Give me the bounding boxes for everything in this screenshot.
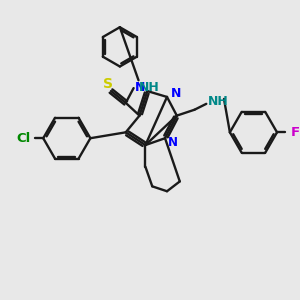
- Text: F: F: [291, 126, 300, 139]
- Text: Cl: Cl: [16, 132, 31, 145]
- Text: N: N: [171, 86, 181, 100]
- Text: NH: NH: [139, 81, 159, 94]
- Text: N: N: [135, 81, 146, 94]
- Text: NH: NH: [208, 95, 229, 108]
- Text: S: S: [103, 77, 113, 91]
- Text: N: N: [168, 136, 178, 148]
